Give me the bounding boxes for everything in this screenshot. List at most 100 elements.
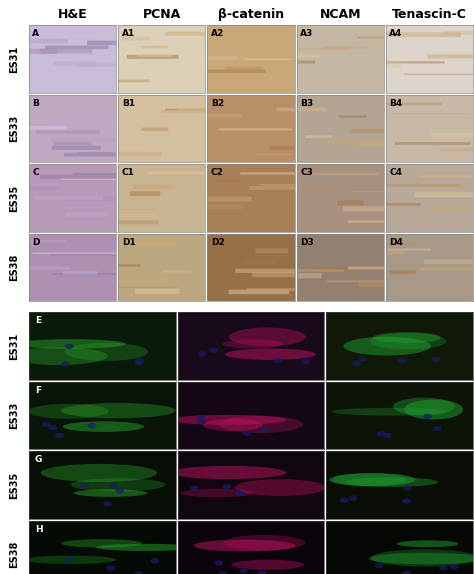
Text: H&E: H&E: [58, 9, 88, 21]
Ellipse shape: [377, 431, 386, 436]
Text: C3: C3: [300, 169, 313, 177]
Ellipse shape: [340, 498, 349, 503]
FancyBboxPatch shape: [443, 31, 474, 35]
FancyBboxPatch shape: [343, 206, 405, 211]
FancyBboxPatch shape: [439, 148, 474, 151]
FancyBboxPatch shape: [356, 141, 402, 146]
Ellipse shape: [393, 398, 455, 416]
FancyBboxPatch shape: [388, 249, 431, 250]
FancyBboxPatch shape: [228, 290, 289, 294]
Ellipse shape: [219, 416, 303, 433]
Text: D2: D2: [211, 238, 225, 247]
FancyBboxPatch shape: [387, 32, 461, 37]
Ellipse shape: [243, 430, 251, 436]
Text: A1: A1: [122, 29, 135, 38]
Ellipse shape: [63, 421, 144, 432]
Ellipse shape: [229, 328, 306, 346]
FancyBboxPatch shape: [19, 183, 60, 186]
FancyBboxPatch shape: [361, 243, 413, 246]
FancyBboxPatch shape: [428, 55, 474, 59]
Text: β-catenin: β-catenin: [218, 9, 284, 21]
Ellipse shape: [331, 408, 446, 416]
FancyBboxPatch shape: [130, 191, 160, 196]
FancyBboxPatch shape: [87, 209, 157, 210]
Ellipse shape: [198, 351, 207, 356]
Ellipse shape: [103, 501, 112, 506]
FancyBboxPatch shape: [319, 69, 387, 73]
Ellipse shape: [402, 498, 411, 504]
FancyBboxPatch shape: [26, 240, 66, 242]
FancyBboxPatch shape: [372, 63, 401, 68]
Ellipse shape: [95, 544, 197, 551]
FancyBboxPatch shape: [141, 46, 168, 48]
Ellipse shape: [134, 571, 143, 574]
Ellipse shape: [450, 564, 458, 569]
Ellipse shape: [345, 478, 438, 487]
FancyBboxPatch shape: [424, 259, 474, 264]
Text: G: G: [35, 456, 42, 464]
FancyBboxPatch shape: [48, 121, 123, 125]
Text: B3: B3: [300, 99, 313, 108]
FancyBboxPatch shape: [64, 196, 128, 201]
FancyBboxPatch shape: [348, 266, 399, 270]
Ellipse shape: [115, 488, 124, 494]
FancyBboxPatch shape: [216, 83, 275, 86]
FancyBboxPatch shape: [165, 108, 236, 111]
Text: ES35: ES35: [9, 471, 19, 499]
Ellipse shape: [432, 356, 440, 362]
Ellipse shape: [151, 558, 159, 563]
FancyBboxPatch shape: [0, 266, 70, 269]
Ellipse shape: [261, 428, 270, 433]
FancyBboxPatch shape: [107, 241, 180, 246]
FancyBboxPatch shape: [225, 66, 264, 70]
Ellipse shape: [197, 415, 205, 420]
FancyBboxPatch shape: [53, 141, 91, 146]
FancyBboxPatch shape: [359, 282, 386, 287]
Text: ES38: ES38: [9, 541, 19, 568]
FancyBboxPatch shape: [371, 61, 445, 64]
FancyBboxPatch shape: [399, 154, 466, 156]
Ellipse shape: [70, 478, 166, 491]
Ellipse shape: [301, 359, 310, 364]
Text: A4: A4: [389, 29, 402, 38]
FancyBboxPatch shape: [305, 173, 378, 175]
FancyBboxPatch shape: [161, 110, 208, 113]
FancyBboxPatch shape: [52, 146, 101, 150]
Ellipse shape: [235, 479, 326, 496]
FancyBboxPatch shape: [36, 130, 100, 134]
Ellipse shape: [170, 415, 286, 425]
Ellipse shape: [433, 426, 442, 432]
Ellipse shape: [81, 483, 89, 488]
Ellipse shape: [9, 347, 108, 365]
FancyBboxPatch shape: [352, 191, 385, 192]
Ellipse shape: [223, 484, 231, 489]
Text: A: A: [32, 29, 39, 38]
Ellipse shape: [373, 332, 441, 343]
FancyBboxPatch shape: [213, 180, 240, 183]
Ellipse shape: [370, 333, 447, 350]
Ellipse shape: [348, 495, 357, 501]
Ellipse shape: [65, 557, 73, 562]
FancyBboxPatch shape: [384, 103, 442, 105]
FancyBboxPatch shape: [33, 253, 116, 254]
FancyBboxPatch shape: [427, 207, 474, 211]
Text: D4: D4: [389, 238, 403, 247]
FancyBboxPatch shape: [101, 213, 158, 218]
Text: B4: B4: [389, 99, 402, 108]
Ellipse shape: [397, 540, 458, 547]
FancyBboxPatch shape: [235, 269, 295, 273]
FancyBboxPatch shape: [357, 37, 392, 38]
FancyBboxPatch shape: [395, 142, 471, 145]
FancyBboxPatch shape: [148, 171, 221, 174]
FancyBboxPatch shape: [243, 59, 321, 60]
FancyBboxPatch shape: [54, 61, 96, 66]
Text: C4: C4: [389, 169, 402, 177]
FancyBboxPatch shape: [87, 41, 142, 45]
FancyBboxPatch shape: [337, 200, 364, 205]
Ellipse shape: [61, 361, 70, 367]
Text: PCNA: PCNA: [143, 9, 181, 21]
Text: D: D: [32, 238, 40, 247]
FancyBboxPatch shape: [278, 54, 319, 57]
FancyBboxPatch shape: [141, 127, 168, 131]
Ellipse shape: [273, 358, 283, 363]
